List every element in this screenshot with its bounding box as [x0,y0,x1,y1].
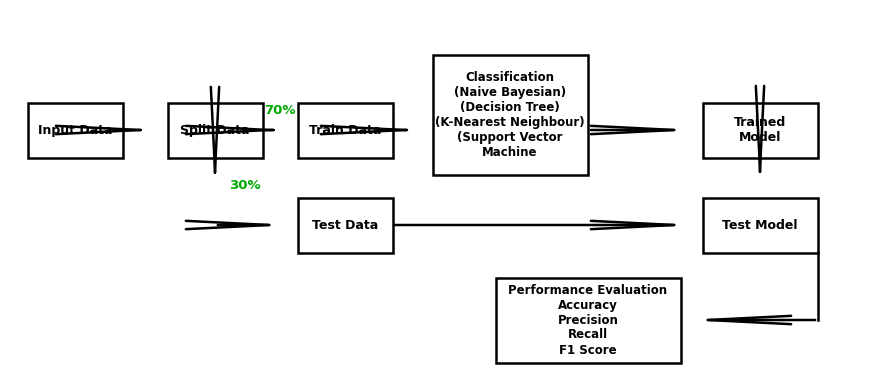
Bar [702,103,818,157]
Text: Test Model: Test Model [722,218,798,231]
Text: Test Data: Test Data [312,218,378,231]
Text: Input Data: Input Data [38,123,113,136]
Bar [702,198,818,252]
Bar [167,103,262,157]
Text: Performance Evaluation
Accuracy
Precision
Recall
F1 Score: Performance Evaluation Accuracy Precisio… [509,283,668,357]
Text: 70%: 70% [264,103,296,116]
Text: Trained
Model: Trained Model [734,116,786,144]
Bar [495,278,680,362]
Bar [297,198,392,252]
Text: Classification
(Naive Bayesian)
(Decision Tree)
(K-Nearest Neighbour)
(Support V: Classification (Naive Bayesian) (Decisio… [436,71,585,159]
Text: 30%: 30% [229,178,260,192]
Text: Split Data: Split Data [180,123,250,136]
Bar [27,103,122,157]
Text: Train Data: Train Data [309,123,381,136]
Bar [297,103,392,157]
Bar [432,55,588,175]
